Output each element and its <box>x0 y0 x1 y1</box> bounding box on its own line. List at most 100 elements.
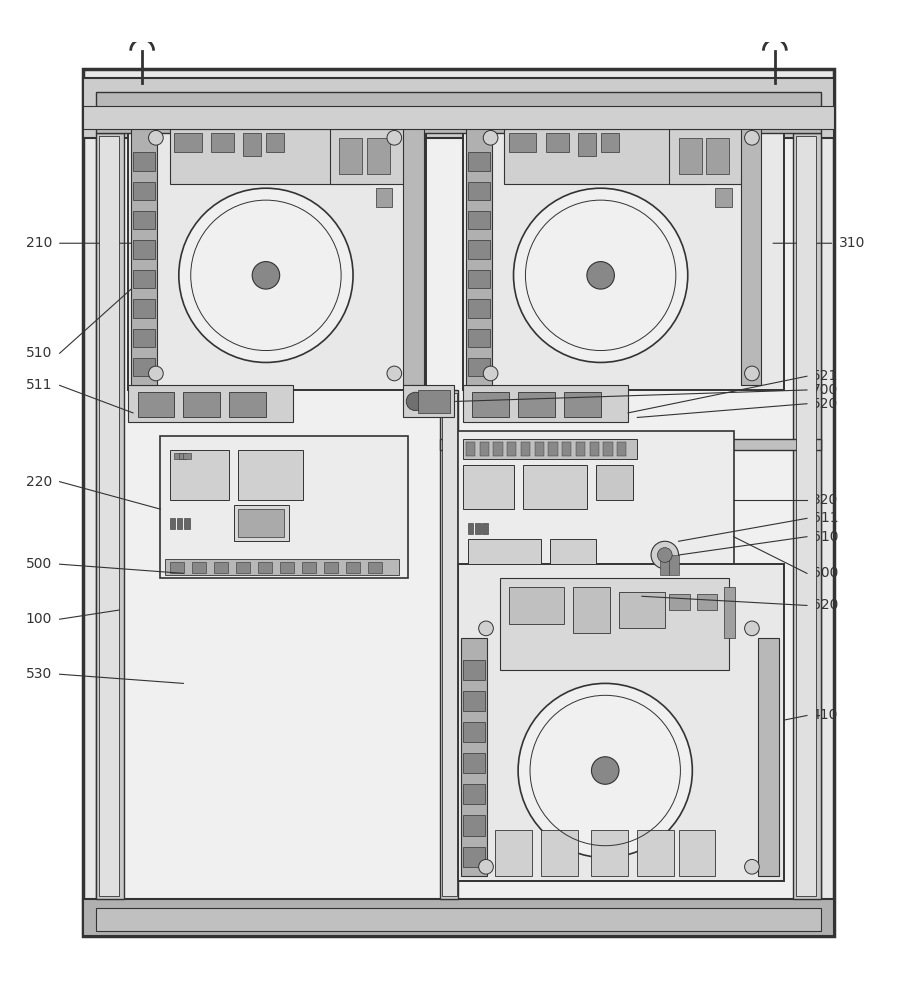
Bar <box>472 392 509 417</box>
Bar <box>741 127 761 385</box>
Bar <box>280 562 294 573</box>
Bar <box>83 69 834 936</box>
Circle shape <box>149 130 163 145</box>
Bar <box>418 390 450 413</box>
Bar <box>550 539 596 564</box>
Text: 210: 210 <box>26 236 52 250</box>
Bar <box>758 638 779 876</box>
Bar <box>619 592 665 628</box>
Bar <box>170 562 184 573</box>
Bar <box>509 587 564 624</box>
Bar <box>238 509 284 537</box>
Text: 530: 530 <box>26 667 52 681</box>
Bar <box>376 188 392 207</box>
Bar <box>463 119 784 390</box>
Bar <box>128 119 426 390</box>
Bar <box>590 442 599 456</box>
Bar <box>133 299 155 318</box>
Bar <box>183 392 220 417</box>
Bar <box>236 562 250 573</box>
Bar <box>468 358 490 376</box>
Bar <box>535 442 544 456</box>
Bar <box>83 899 834 936</box>
Bar <box>133 182 155 200</box>
Circle shape <box>483 366 498 381</box>
Bar <box>133 211 155 229</box>
Bar <box>468 270 490 288</box>
Bar <box>302 562 316 573</box>
Bar <box>133 329 155 347</box>
Bar <box>234 505 289 541</box>
Text: 310: 310 <box>839 236 866 250</box>
Bar <box>133 358 155 376</box>
Bar <box>679 138 702 174</box>
Bar <box>463 660 485 680</box>
Circle shape <box>745 621 759 636</box>
Bar <box>669 129 752 184</box>
Bar <box>160 436 408 578</box>
Bar <box>617 442 626 456</box>
Bar <box>724 587 735 638</box>
Bar <box>403 127 424 385</box>
Bar <box>493 442 503 456</box>
Bar <box>504 129 706 184</box>
Bar <box>174 453 182 459</box>
Text: 521: 521 <box>812 369 838 383</box>
Bar <box>468 152 490 171</box>
Bar <box>466 442 475 456</box>
Bar <box>796 136 816 896</box>
Text: 520: 520 <box>812 397 838 411</box>
Bar <box>669 594 690 610</box>
Text: 620: 620 <box>812 598 838 612</box>
Bar <box>679 830 715 876</box>
Bar <box>548 442 558 456</box>
Bar <box>468 211 490 229</box>
Bar <box>576 442 585 456</box>
Bar <box>170 129 371 184</box>
Circle shape <box>591 757 619 784</box>
Text: 600: 600 <box>812 566 838 580</box>
Circle shape <box>651 541 679 569</box>
Bar <box>339 138 362 174</box>
Text: 100: 100 <box>26 612 52 626</box>
Bar <box>403 385 454 417</box>
Bar <box>458 564 784 881</box>
Circle shape <box>518 683 692 858</box>
Circle shape <box>514 188 688 362</box>
Bar <box>518 392 555 417</box>
Bar <box>346 562 360 573</box>
Bar <box>463 847 485 867</box>
Bar <box>138 392 174 417</box>
Bar <box>133 270 155 288</box>
Bar <box>96 92 821 133</box>
Bar <box>133 152 155 171</box>
Bar <box>507 442 516 456</box>
Bar <box>468 523 473 534</box>
Bar <box>578 133 596 156</box>
Bar <box>170 518 175 529</box>
Bar <box>96 908 821 931</box>
Bar <box>243 133 261 156</box>
Bar <box>523 465 587 509</box>
Bar <box>229 392 266 417</box>
Bar <box>603 442 613 456</box>
Text: 611: 611 <box>812 511 838 525</box>
Circle shape <box>745 366 759 381</box>
Bar <box>463 753 485 773</box>
Bar <box>463 691 485 711</box>
Bar <box>546 133 569 152</box>
Bar <box>183 453 191 459</box>
Circle shape <box>387 130 402 145</box>
Bar <box>179 453 186 459</box>
Bar <box>440 390 458 899</box>
Bar <box>509 133 536 152</box>
Bar <box>669 555 679 575</box>
Bar <box>458 431 734 573</box>
Bar <box>367 138 390 174</box>
Bar <box>83 106 834 129</box>
Bar <box>184 518 190 529</box>
Circle shape <box>745 130 759 145</box>
Circle shape <box>387 366 402 381</box>
Text: 510: 510 <box>26 346 52 360</box>
Text: 700: 700 <box>812 383 838 397</box>
